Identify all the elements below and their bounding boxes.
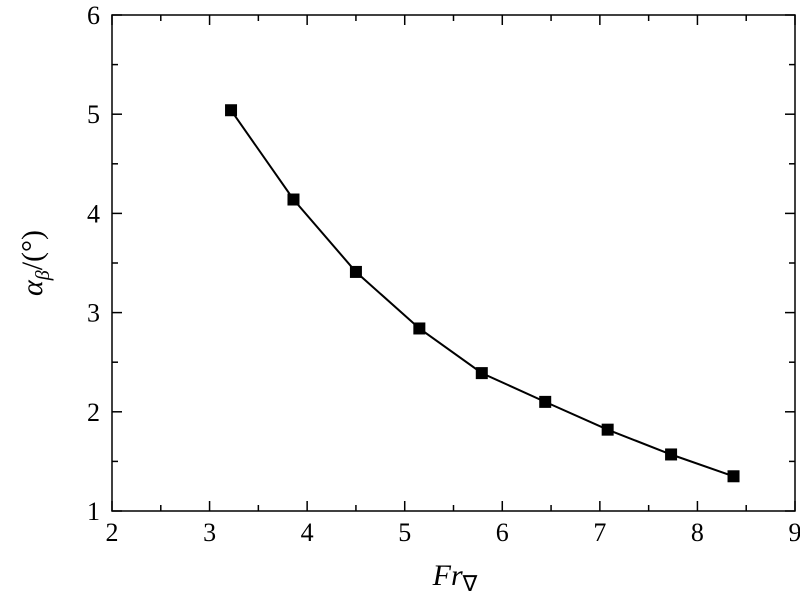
x-axis-label-sub: ∇: [462, 571, 478, 596]
x-axis-label: Fr∇: [432, 559, 478, 596]
y-tick-label: 2: [87, 398, 100, 427]
data-point: [665, 448, 678, 461]
y-axis-label-main: α: [16, 279, 49, 296]
y-tick-label: 4: [87, 199, 100, 228]
plot-frame: [111, 14, 796, 512]
data-point: [225, 104, 238, 117]
y-tick-label: 3: [87, 299, 100, 328]
x-tick-label: 7: [593, 518, 606, 547]
x-tick-label: 6: [496, 518, 509, 547]
y-axis-label: αβ/(°): [16, 230, 54, 296]
x-tick-label: 8: [691, 518, 704, 547]
data-point: [287, 193, 300, 206]
y-axis-label-suffix: /(°): [16, 230, 49, 270]
y-tick-label: 5: [87, 100, 100, 129]
series-line: [230, 109, 734, 478]
x-tick-label: 9: [789, 518, 800, 547]
axis-ticks: [111, 14, 796, 512]
x-tick-label: 5: [398, 518, 411, 547]
x-tick-label: 2: [106, 518, 119, 547]
data-point: [601, 423, 614, 436]
y-tick-label: 6: [87, 1, 100, 30]
data-markers: [225, 104, 740, 483]
x-axis-label-main: Fr: [432, 559, 463, 592]
data-point: [413, 322, 426, 335]
y-tick-label: 1: [87, 497, 100, 526]
data-point: [539, 395, 552, 408]
y-axis-label-sub: β: [32, 270, 54, 281]
data-point: [727, 470, 740, 483]
data-point: [475, 367, 488, 380]
x-tick-label: 3: [203, 518, 216, 547]
x-tick-label: 4: [301, 518, 314, 547]
data-point: [349, 265, 362, 278]
